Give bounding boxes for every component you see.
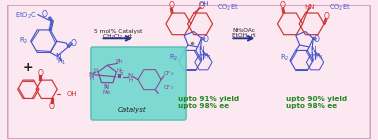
Text: R$_1$: R$_1$ (315, 52, 325, 62)
Text: CO$_2$Et: CO$_2$Et (329, 2, 351, 13)
Text: O: O (49, 102, 55, 111)
Text: O: O (199, 2, 205, 11)
Text: O: O (168, 1, 174, 10)
Text: HN: HN (304, 4, 315, 10)
Text: H: H (128, 78, 132, 83)
Text: CF$_3$: CF$_3$ (163, 83, 174, 92)
FancyBboxPatch shape (8, 5, 370, 139)
Text: upto 90% yield: upto 90% yield (286, 96, 347, 102)
Text: CO$_2$Et: CO$_2$Et (217, 2, 239, 13)
Text: O: O (323, 12, 329, 21)
Text: 5 mol% Catalyst: 5 mol% Catalyst (94, 29, 142, 34)
Text: CH₂Cl₂ , rt: CH₂Cl₂ , rt (103, 33, 132, 38)
Text: O: O (280, 1, 286, 10)
Text: OH: OH (198, 1, 209, 7)
Text: N: N (104, 84, 109, 90)
Text: EtO$_2$C: EtO$_2$C (15, 10, 37, 21)
Text: O: O (202, 35, 208, 44)
Text: CF$_3$: CF$_3$ (163, 69, 174, 78)
Text: H: H (116, 68, 120, 73)
Text: R$_1$: R$_1$ (57, 57, 67, 67)
Text: N: N (89, 72, 94, 78)
Text: upto 98% ee: upto 98% ee (286, 103, 337, 109)
Text: N: N (198, 46, 204, 55)
Text: N: N (310, 46, 316, 55)
Text: R$_2$: R$_2$ (19, 36, 29, 46)
Text: O: O (42, 10, 47, 19)
Text: O: O (71, 39, 77, 48)
FancyBboxPatch shape (91, 47, 186, 120)
Text: upto 98% ee: upto 98% ee (178, 103, 229, 109)
Text: Catalyst: Catalyst (118, 106, 147, 113)
Text: O: O (37, 69, 43, 78)
Text: N: N (128, 73, 133, 79)
Text: NH₄OAc: NH₄OAc (232, 28, 255, 33)
Text: OH: OH (67, 91, 77, 97)
Text: H: H (89, 76, 93, 81)
Text: upto 91% yield: upto 91% yield (178, 96, 240, 102)
Text: R$_2$: R$_2$ (169, 52, 178, 63)
Text: O: O (314, 35, 320, 44)
Text: S: S (119, 70, 123, 76)
Text: Ph: Ph (115, 59, 122, 64)
Text: H: H (93, 68, 97, 73)
Text: N: N (55, 53, 61, 62)
Text: +: + (23, 61, 34, 74)
Text: EtOH, rt: EtOH, rt (232, 33, 256, 38)
Text: Me: Me (102, 90, 110, 95)
Text: R$_1$: R$_1$ (203, 52, 213, 62)
Text: R$_2$: R$_2$ (280, 52, 290, 63)
